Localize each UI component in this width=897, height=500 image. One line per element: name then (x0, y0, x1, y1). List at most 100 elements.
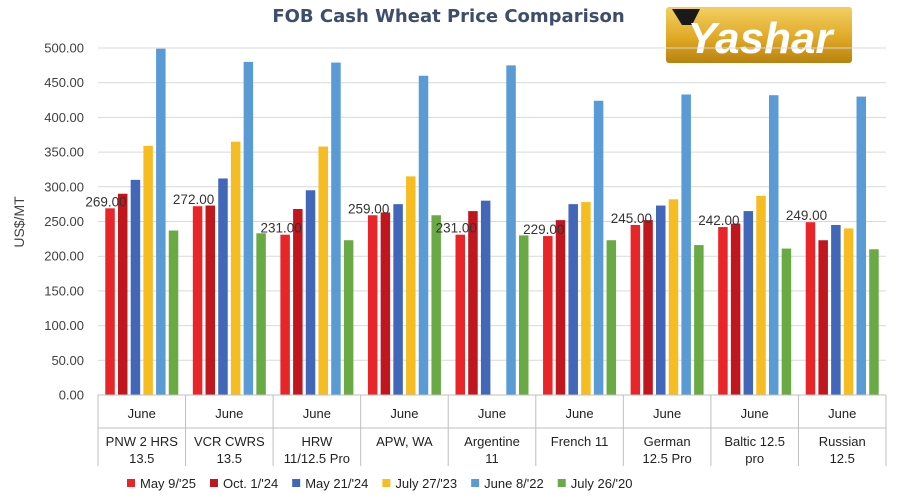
bar (480, 200, 491, 395)
x-category-label: French 11 (551, 434, 609, 449)
bar (205, 205, 216, 395)
bar (318, 146, 328, 395)
bar (856, 96, 867, 395)
bars (105, 48, 879, 396)
data-label: 231.00 (260, 221, 301, 236)
bar (506, 65, 516, 395)
x-category-label: VCR CWRS (194, 434, 265, 449)
x-category-label: 11/12.5 Pro (284, 451, 350, 466)
logo-text: Yashar (687, 14, 835, 63)
y-tick-label: 300.00 (44, 179, 84, 194)
x-category-label: Russian (819, 434, 866, 449)
x-category-month-label: June (215, 406, 243, 421)
legend-swatch (382, 479, 391, 487)
data-label: 259.00 (348, 201, 389, 216)
x-axis: June PNW 2 HRS 13.5 June VCR CWRS 13.5 June HRW… (97, 394, 887, 466)
y-tick-label: 400.00 (44, 110, 84, 125)
yashar-logo: Yashar (666, 7, 852, 63)
bar (656, 205, 666, 395)
bar (805, 222, 816, 395)
x-category-month-label: June (828, 406, 856, 421)
x-category-month-label: June (303, 406, 331, 421)
x-category-label: 11 (485, 451, 499, 466)
bar (543, 236, 553, 395)
y-tick-label: 100.00 (44, 318, 84, 333)
y-tick-label: 500.00 (44, 41, 84, 56)
bar (869, 249, 879, 395)
legend-label: June 8/'22 (484, 476, 544, 491)
x-category-month-label: June (741, 406, 769, 421)
x-category-label: Baltic 12.5 (724, 434, 785, 449)
bar (256, 233, 266, 395)
bar (668, 199, 679, 395)
legend-label: July 26/'20 (571, 476, 633, 491)
data-label: 231.00 (436, 221, 477, 236)
bar (105, 208, 115, 395)
x-category-month-label: June (128, 406, 156, 421)
bar (192, 206, 203, 395)
bar (117, 193, 128, 395)
data-label: 245.00 (611, 211, 652, 226)
data-label: 229.00 (523, 222, 564, 237)
bar (756, 195, 766, 395)
data-labels: 269.00 272.00 231.00 259.00 231.00 229.00 245.… (85, 192, 827, 237)
bar (218, 178, 228, 395)
bar (718, 227, 728, 395)
bar (293, 209, 303, 395)
bar (843, 228, 854, 395)
x-category-month-label: June (653, 406, 681, 421)
bar (519, 235, 529, 395)
x-category-month-label: June (390, 406, 418, 421)
x-category-month-label: June (565, 406, 593, 421)
x-category-label: APW, WA (376, 434, 433, 449)
x-category-label: German (644, 434, 691, 449)
bar (581, 202, 591, 395)
bar (643, 220, 653, 395)
x-category-label: 13.5 (129, 451, 154, 466)
bar (468, 211, 478, 395)
bar (681, 94, 691, 396)
bar (143, 145, 153, 395)
bar (331, 62, 341, 395)
y-axis-title: US$/MT (11, 196, 27, 248)
legend: May 9/'25 Oct. 1/'24 May 21/'24 July 27/'23… (127, 476, 632, 491)
y-tick-label: 450.00 (44, 75, 84, 90)
y-tick-label: 150.00 (44, 283, 84, 298)
x-category-label: 12.5 (830, 451, 855, 466)
y-tick-label: 200.00 (44, 249, 84, 264)
legend-label: July 27/'23 (395, 476, 457, 491)
bar (694, 245, 704, 395)
legend-swatch (471, 479, 480, 487)
data-label: 269.00 (85, 194, 126, 209)
bar (280, 234, 290, 395)
bar (743, 211, 754, 395)
legend-label: May 21/'24 (305, 476, 368, 491)
bar (393, 204, 403, 395)
bar (406, 176, 416, 395)
logo-background (666, 7, 852, 63)
bar (418, 75, 429, 395)
bar (343, 240, 354, 395)
x-category-label: Argentine (464, 434, 520, 449)
bar (230, 141, 241, 395)
bar (781, 248, 792, 395)
gridlines (98, 47, 886, 396)
chart-title: FOB Cash Wheat Price Comparison (272, 6, 625, 27)
legend-swatch (209, 479, 218, 487)
legend-label: Oct. 1/'24 (223, 476, 278, 491)
bar (367, 215, 378, 395)
bar (380, 212, 391, 395)
bar (431, 215, 441, 395)
x-category-month-label: June (478, 406, 506, 421)
legend-swatch (557, 479, 566, 487)
x-category-label: HRW (301, 434, 333, 449)
data-label: 249.00 (786, 208, 827, 223)
bar (606, 240, 617, 395)
bar (831, 224, 841, 395)
bar (593, 100, 604, 395)
y-tick-label: 50.00 (51, 353, 84, 368)
y-tick-label: 250.00 (44, 214, 84, 229)
data-label: 242.00 (698, 213, 739, 228)
y-axis: 0.00 50.00 100.00 150.00 200.00 250.00 300.00 3… (44, 41, 84, 403)
bar (730, 223, 741, 395)
